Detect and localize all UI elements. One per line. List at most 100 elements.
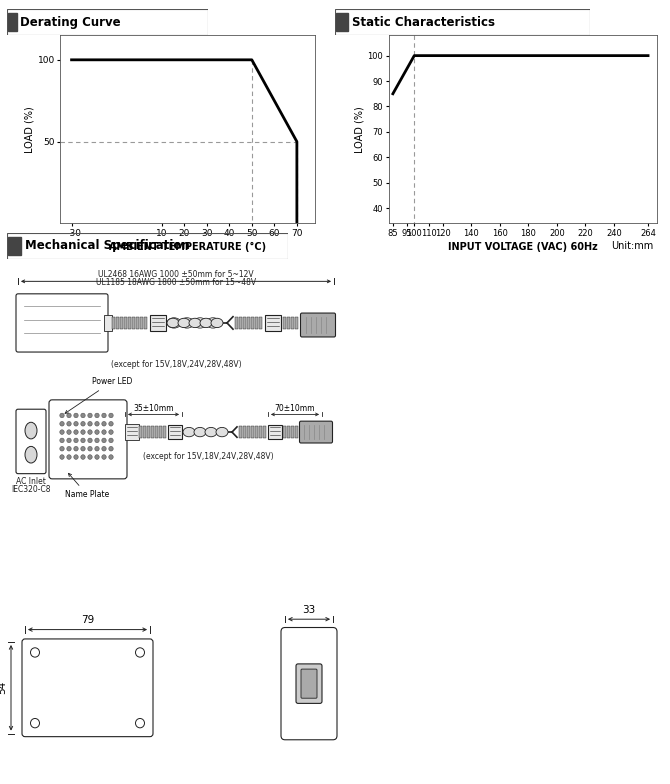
- Circle shape: [88, 446, 92, 451]
- Circle shape: [31, 648, 40, 657]
- Bar: [151, 426, 154, 438]
- Bar: [239, 426, 242, 438]
- Circle shape: [135, 718, 145, 728]
- Circle shape: [102, 438, 107, 443]
- Text: Mechanical Specification: Mechanical Specification: [25, 239, 190, 252]
- Ellipse shape: [167, 318, 181, 328]
- Bar: [295, 426, 298, 438]
- Bar: [140, 317, 143, 329]
- Circle shape: [74, 446, 78, 451]
- Circle shape: [102, 430, 107, 434]
- Bar: [295, 317, 298, 329]
- Bar: [132, 317, 135, 329]
- Circle shape: [67, 422, 71, 426]
- Circle shape: [67, 430, 71, 434]
- Circle shape: [109, 446, 113, 451]
- Circle shape: [109, 413, 113, 418]
- Text: AC Inlet: AC Inlet: [16, 477, 46, 486]
- Bar: [247, 317, 250, 329]
- Ellipse shape: [183, 427, 195, 437]
- Circle shape: [60, 422, 64, 426]
- Text: 54: 54: [0, 681, 7, 695]
- Bar: [259, 426, 262, 438]
- Ellipse shape: [194, 427, 206, 437]
- Text: UL2468 16AWG 1000 ±50mm for 5~12V: UL2468 16AWG 1000 ±50mm for 5~12V: [98, 270, 254, 279]
- Ellipse shape: [200, 318, 212, 328]
- Bar: [147, 426, 150, 438]
- Ellipse shape: [25, 423, 37, 439]
- Circle shape: [88, 422, 92, 426]
- Circle shape: [94, 455, 99, 459]
- Circle shape: [94, 446, 99, 451]
- Circle shape: [74, 455, 78, 459]
- FancyBboxPatch shape: [16, 409, 46, 474]
- Bar: [120, 317, 123, 329]
- Circle shape: [94, 422, 99, 426]
- X-axis label: AMBIENT TEMPERATURE (°C): AMBIENT TEMPERATURE (°C): [109, 242, 266, 252]
- Circle shape: [88, 430, 92, 434]
- Ellipse shape: [205, 427, 217, 437]
- Bar: [239, 317, 242, 329]
- FancyBboxPatch shape: [301, 669, 317, 699]
- Bar: [168, 425, 182, 439]
- Circle shape: [67, 438, 71, 443]
- Bar: [291, 426, 294, 438]
- Text: Unit:mm: Unit:mm: [611, 241, 653, 251]
- Bar: [159, 426, 162, 438]
- Circle shape: [74, 422, 78, 426]
- Bar: [259, 317, 262, 329]
- Circle shape: [67, 413, 71, 418]
- Circle shape: [102, 446, 107, 451]
- Text: (except for 15V,18V,24V,28V,48V): (except for 15V,18V,24V,28V,48V): [143, 452, 273, 461]
- Bar: [143, 426, 146, 438]
- Circle shape: [81, 422, 85, 426]
- Bar: [247, 426, 250, 438]
- Bar: [251, 426, 254, 438]
- Circle shape: [94, 430, 99, 434]
- Circle shape: [31, 718, 40, 728]
- FancyBboxPatch shape: [49, 400, 127, 479]
- Text: 35±10mm: 35±10mm: [133, 405, 174, 413]
- Bar: [104, 314, 112, 332]
- Ellipse shape: [25, 446, 37, 463]
- Bar: [243, 426, 246, 438]
- Circle shape: [102, 455, 107, 459]
- Bar: [168, 318, 223, 328]
- FancyBboxPatch shape: [22, 639, 153, 737]
- Circle shape: [135, 648, 145, 657]
- Circle shape: [81, 430, 85, 434]
- Circle shape: [60, 430, 64, 434]
- Bar: [128, 317, 131, 329]
- Bar: [263, 426, 266, 438]
- Bar: [8, 237, 21, 255]
- Bar: [291, 317, 294, 329]
- Ellipse shape: [211, 318, 223, 328]
- Ellipse shape: [180, 318, 194, 328]
- Text: Derating Curve: Derating Curve: [20, 16, 121, 29]
- Bar: [283, 426, 286, 438]
- Bar: [268, 425, 282, 439]
- Circle shape: [109, 430, 113, 434]
- Circle shape: [88, 413, 92, 418]
- Circle shape: [88, 438, 92, 443]
- Circle shape: [88, 455, 92, 459]
- FancyBboxPatch shape: [299, 421, 332, 443]
- Ellipse shape: [189, 318, 201, 328]
- Ellipse shape: [178, 318, 190, 328]
- Bar: [136, 317, 139, 329]
- FancyBboxPatch shape: [16, 294, 108, 352]
- FancyBboxPatch shape: [301, 313, 336, 337]
- Bar: [150, 314, 166, 332]
- Bar: [125, 424, 139, 441]
- Bar: [112, 317, 115, 329]
- Circle shape: [102, 422, 107, 426]
- Y-axis label: LOAD (%): LOAD (%): [25, 106, 35, 153]
- Bar: [287, 317, 290, 329]
- Text: Name Plate: Name Plate: [65, 474, 109, 499]
- Text: 79: 79: [81, 615, 94, 626]
- Circle shape: [67, 446, 71, 451]
- Text: IEC320-C8: IEC320-C8: [11, 485, 51, 494]
- Bar: [265, 314, 281, 332]
- Bar: [243, 317, 246, 329]
- Bar: [283, 317, 286, 329]
